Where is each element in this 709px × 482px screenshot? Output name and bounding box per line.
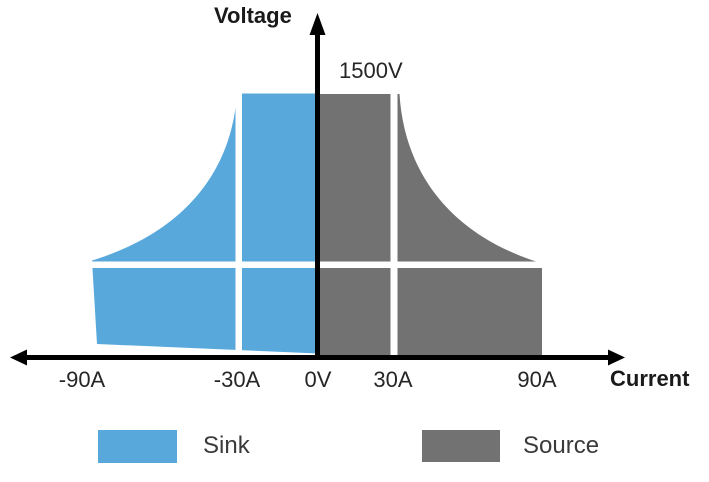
y-axis-label: Voltage	[214, 3, 292, 28]
y-axis-line	[315, 31, 320, 360]
tick-0V: 0V	[304, 367, 332, 392]
tick-pos90A: 90A	[517, 367, 557, 392]
tick-neg30A: -30A	[213, 367, 261, 392]
tick-pos30A: 30A	[373, 367, 413, 392]
tick-neg90A: -90A	[58, 367, 106, 392]
legend-sink-label: Sink	[203, 432, 250, 459]
max-voltage-annotation: 1500V	[339, 58, 403, 83]
gridline-neg30A	[235, 92, 242, 352]
gridline-pos30A	[390, 92, 398, 356]
x-axis-arrow-left-icon	[10, 349, 27, 366]
x-axis-arrow-right-icon	[608, 349, 625, 366]
x-axis-label: Current	[610, 366, 690, 391]
source-region	[320, 94, 542, 356]
y-axis-arrow-up-icon	[309, 13, 326, 35]
sink-region	[92, 93, 319, 354]
legend-sink-swatch	[98, 430, 177, 463]
legend-source-swatch	[422, 430, 500, 462]
legend-source-label: Source	[523, 432, 600, 459]
